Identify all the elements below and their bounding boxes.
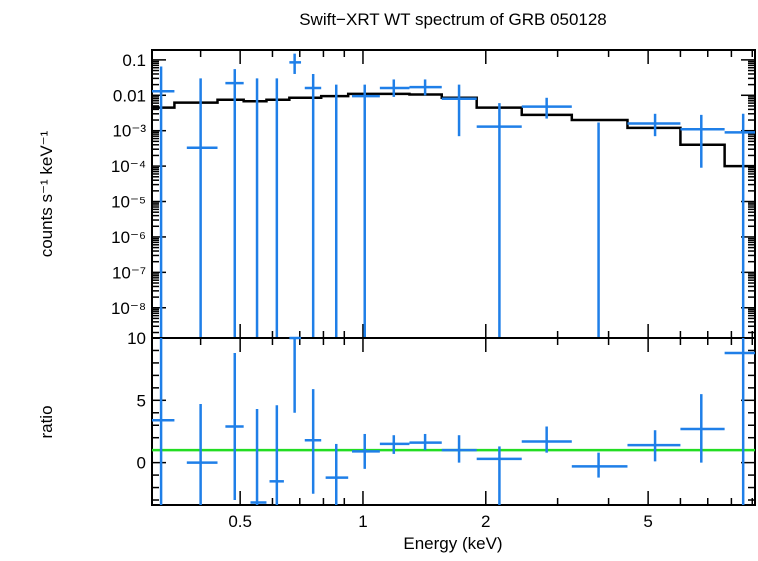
ratio-point [476, 446, 522, 505]
ratio-point [225, 352, 244, 501]
y-tick-label: 10⁻⁶ [111, 228, 146, 247]
y-tick-label: 10⁻³ [112, 122, 146, 141]
ratio-panel: 0.5 1 2 5 0 5 10 [127, 329, 756, 531]
data-point [379, 79, 410, 97]
ratio-frame [151, 337, 756, 506]
chart-title: Swift−XRT WT spectrum of GRB 050128 [299, 10, 607, 29]
data-point [680, 114, 725, 168]
spectrum-panel: 0.1 0.01 10⁻³ 10⁻⁴ 10⁻⁵ 10⁻⁶ 10⁻⁷ 10⁻⁸ [111, 49, 756, 339]
y-tick-label: 10⁻⁴ [111, 157, 146, 176]
ratio-point [325, 443, 349, 505]
ratio-point [409, 433, 442, 451]
ratio-point [186, 404, 218, 505]
y-axis-label-ratio: ratio [37, 405, 56, 438]
ratio-point [627, 430, 681, 462]
ratio-point [571, 452, 628, 478]
spectrum-frame [151, 49, 756, 339]
y-tick-label: 10⁻⁷ [112, 263, 146, 282]
ratio-point [441, 435, 477, 463]
y-tick-label: 0.01 [113, 86, 146, 105]
ratio-point [521, 426, 572, 453]
ratio-point [680, 394, 725, 463]
y-tick-label: 0.1 [122, 51, 146, 70]
ratio-point [250, 409, 267, 505]
y-axis-label-spectrum: counts s⁻¹ keV⁻¹ [37, 130, 56, 257]
x-tick-label: 1 [358, 512, 367, 531]
data-point [289, 53, 302, 74]
y-tick-label: 10⁻⁸ [111, 299, 146, 318]
data-point [409, 79, 442, 96]
data-point [476, 103, 522, 338]
data-point [186, 78, 218, 338]
data-point [352, 84, 380, 338]
x-tick-label: 0.5 [228, 512, 252, 531]
x-axis-label: Energy (keV) [403, 534, 502, 553]
x-tick-label: 2 [481, 512, 490, 531]
data-point [627, 113, 681, 137]
ratio-point [724, 338, 755, 505]
data-point [521, 97, 572, 119]
ratio-point [352, 433, 380, 469]
ratio-point [269, 405, 284, 505]
data-point [225, 69, 244, 338]
ratio-point [304, 389, 322, 494]
ratio-point [379, 435, 410, 454]
y-tick-label: 10⁻⁵ [111, 193, 146, 212]
y-tick-label: 0 [137, 454, 146, 473]
data-point [304, 73, 322, 338]
ratio-point [289, 336, 302, 413]
x-tick-label: 5 [643, 512, 652, 531]
y-tick-label: 10 [127, 329, 146, 348]
ratio-point [152, 338, 175, 505]
y-tick-label: 5 [137, 391, 146, 410]
data-point [441, 84, 477, 137]
data-point [152, 66, 175, 338]
data-point [724, 113, 755, 338]
model-step-line [152, 92, 755, 168]
